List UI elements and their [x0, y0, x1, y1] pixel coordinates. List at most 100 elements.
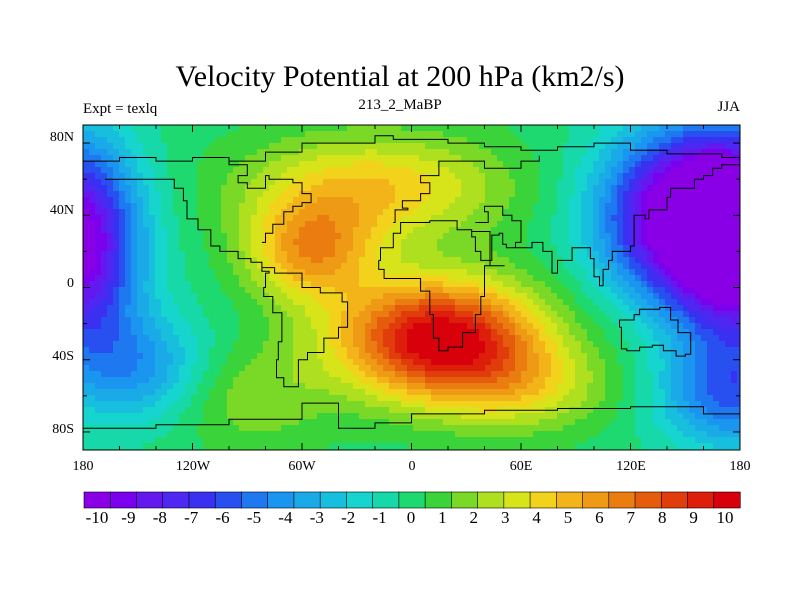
field-cell [341, 341, 348, 348]
field-cell [377, 353, 384, 360]
field-cell [521, 365, 528, 372]
field-cell [419, 221, 426, 228]
field-cell [395, 425, 402, 432]
field-cell [377, 389, 384, 396]
field-cell [395, 299, 402, 306]
field-cell [89, 203, 96, 210]
field-cell [287, 341, 294, 348]
field-cell [455, 359, 462, 366]
field-cell [341, 149, 348, 156]
field-cell [587, 311, 594, 318]
field-cell [293, 209, 300, 216]
field-cell [557, 407, 564, 414]
field-cell [473, 419, 480, 426]
field-cell [473, 347, 480, 354]
field-cell [185, 125, 192, 132]
field-cell [263, 335, 270, 342]
field-cell [197, 167, 204, 174]
field-cell [371, 359, 378, 366]
field-cell [599, 275, 606, 282]
field-cell [533, 317, 540, 324]
field-cell [449, 167, 456, 174]
field-cell [461, 281, 468, 288]
field-cell [299, 191, 306, 198]
field-cell [335, 245, 342, 252]
field-cell [527, 353, 534, 360]
field-cell [203, 413, 210, 420]
field-cell [503, 239, 510, 246]
field-cell [221, 431, 228, 438]
field-cell [425, 311, 432, 318]
field-cell [185, 317, 192, 324]
field-cell [341, 401, 348, 408]
field-cell [527, 347, 534, 354]
field-cell [563, 197, 570, 204]
field-cell [83, 173, 90, 180]
field-cell [185, 269, 192, 276]
field-cell [137, 257, 144, 264]
field-cell [263, 209, 270, 216]
field-cell [215, 317, 222, 324]
field-cell [533, 281, 540, 288]
field-cell [263, 305, 270, 312]
field-cell [431, 341, 438, 348]
field-cell [311, 353, 318, 360]
field-cell [215, 239, 222, 246]
field-cell [167, 323, 174, 330]
field-cell [185, 437, 192, 444]
field-cell [209, 233, 216, 240]
field-cell [407, 371, 414, 378]
field-cell [563, 155, 570, 162]
field-cell [359, 269, 366, 276]
field-cell [293, 143, 300, 150]
field-cell [311, 377, 318, 384]
field-cell [479, 443, 486, 450]
field-cell [155, 149, 162, 156]
field-cell [563, 251, 570, 258]
field-cell [359, 299, 366, 306]
field-cell [311, 179, 318, 186]
field-cell [293, 437, 300, 444]
field-cell [581, 401, 588, 408]
field-cell [113, 281, 120, 288]
field-cell [245, 149, 252, 156]
field-cell [101, 269, 108, 276]
field-cell [491, 347, 498, 354]
field-cell [293, 281, 300, 288]
field-cell [233, 155, 240, 162]
field-cell [377, 197, 384, 204]
field-cell [431, 173, 438, 180]
field-cell [317, 209, 324, 216]
field-cell [611, 149, 618, 156]
field-cell [317, 323, 324, 330]
field-cell [287, 275, 294, 282]
field-cell [209, 323, 216, 330]
field-cell [197, 395, 204, 402]
field-cell [611, 161, 618, 168]
field-cell [221, 347, 228, 354]
field-cell [113, 125, 120, 132]
field-cell [137, 437, 144, 444]
field-cell [497, 131, 504, 138]
field-cell [503, 287, 510, 294]
field-cell [575, 185, 582, 192]
field-cell [329, 323, 336, 330]
field-cell [251, 149, 258, 156]
field-cell [281, 419, 288, 426]
field-cell [107, 203, 114, 210]
field-cell [335, 251, 342, 258]
field-cell [539, 179, 546, 186]
field-cell [407, 323, 414, 330]
field-cell [497, 185, 504, 192]
field-cell [569, 443, 576, 450]
field-cell [563, 383, 570, 390]
field-cell [101, 143, 108, 150]
field-cell [419, 425, 426, 432]
field-cell [509, 299, 516, 306]
field-cell [185, 167, 192, 174]
field-cell [539, 185, 546, 192]
field-cell [263, 323, 270, 330]
field-cell [515, 257, 522, 264]
field-cell [323, 425, 330, 432]
field-cell [407, 401, 414, 408]
